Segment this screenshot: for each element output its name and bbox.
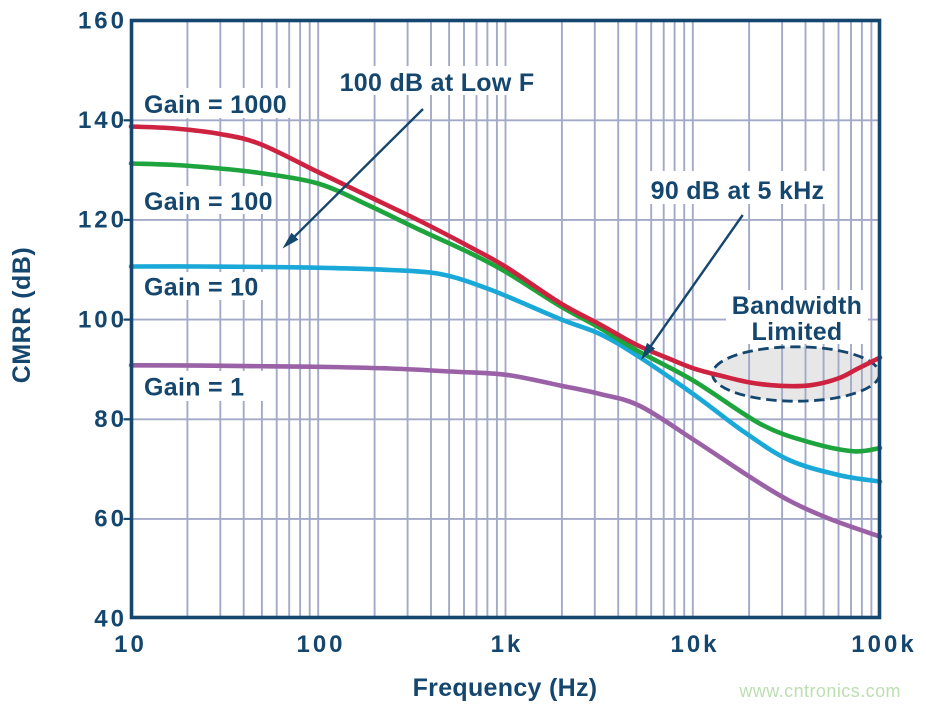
- svg-text:120: 120: [78, 207, 127, 234]
- svg-text:Gain = 100: Gain = 100: [144, 188, 273, 216]
- svg-text:1k: 1k: [491, 631, 524, 658]
- svg-text:Gain = 1000: Gain = 1000: [144, 91, 287, 119]
- svg-text:60: 60: [94, 506, 127, 533]
- svg-text:140: 140: [78, 107, 127, 134]
- svg-text:Gain = 1: Gain = 1: [144, 374, 244, 402]
- svg-text:www.cntronics.com: www.cntronics.com: [738, 681, 901, 701]
- svg-text:80: 80: [94, 406, 127, 433]
- svg-text:100k: 100k: [851, 631, 916, 658]
- svg-text:160: 160: [78, 8, 127, 35]
- svg-text:100: 100: [78, 306, 127, 333]
- svg-text:100 dB at Low F: 100 dB at Low F: [340, 69, 535, 97]
- svg-text:100: 100: [296, 631, 345, 658]
- svg-text:10: 10: [114, 631, 147, 658]
- svg-text:CMRR (dB): CMRR (dB): [8, 247, 36, 383]
- svg-text:Gain = 10: Gain = 10: [144, 274, 259, 302]
- svg-text:90 dB at 5 kHz: 90 dB at 5 kHz: [651, 177, 825, 205]
- svg-text:10k: 10k: [670, 631, 719, 658]
- svg-text:Limited: Limited: [752, 318, 843, 346]
- svg-text:Frequency (Hz): Frequency (Hz): [413, 674, 598, 702]
- svg-text:40: 40: [94, 605, 127, 632]
- svg-text:Bandwidth: Bandwidth: [732, 292, 862, 320]
